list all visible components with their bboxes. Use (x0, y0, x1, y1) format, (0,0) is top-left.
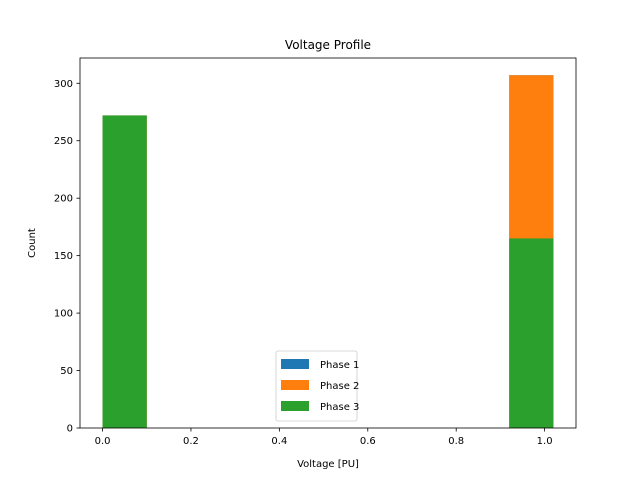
legend-swatch-3 (281, 401, 309, 411)
x-tick-label: 0.8 (448, 436, 464, 447)
legend-swatch-2 (281, 380, 309, 390)
x-tick-label: 0.0 (95, 436, 111, 447)
y-tick-label: 200 (54, 194, 73, 205)
y-tick-label: 250 (54, 136, 73, 147)
bars-group (102, 75, 554, 428)
y-tick-label: 150 (54, 251, 73, 262)
y-tick-label: 100 (54, 309, 73, 320)
legend-label-1: Phase 1 (320, 360, 359, 371)
x-tick-label: 1.0 (537, 436, 553, 447)
y-axis-label: Count (27, 228, 38, 258)
y-tick-label: 0 (67, 424, 73, 435)
chart-title: Voltage Profile (285, 38, 371, 52)
x-axis-label: Voltage [PU] (297, 459, 359, 470)
x-tick-label: 0.4 (271, 436, 287, 447)
y-axis-ticks: 0 50 100 150 200 250 300 (54, 79, 80, 435)
plot-frame (79, 57, 577, 429)
x-tick-label: 0.2 (183, 436, 199, 447)
bar-series-3-bin-2 (509, 238, 554, 428)
bar-series-3-bin-1 (102, 115, 147, 428)
y-tick-label: 300 (54, 79, 73, 90)
legend-label-2: Phase 2 (320, 381, 359, 392)
legend: Phase 1 Phase 2 Phase 3 (275, 350, 359, 422)
legend-swatch-1 (281, 359, 309, 369)
x-axis-ticks: 0.0 0.2 0.4 0.6 0.8 1.0 (95, 428, 553, 447)
legend-label-3: Phase 3 (320, 402, 359, 413)
x-tick-label: 0.6 (360, 436, 376, 447)
y-tick-label: 50 (60, 366, 73, 377)
